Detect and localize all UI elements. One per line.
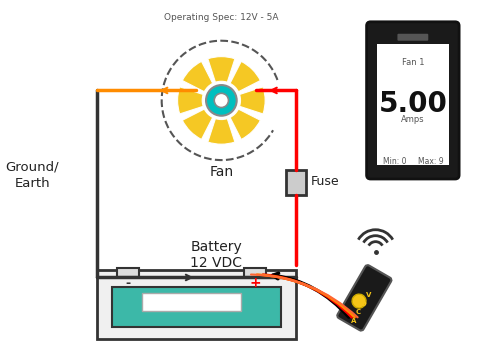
Text: D: D [360, 301, 366, 307]
Text: Operating Spec: 12V - 5A: Operating Spec: 12V - 5A [164, 13, 278, 22]
Text: Amps: Amps [401, 115, 425, 124]
Text: Max: 9: Max: 9 [418, 157, 443, 166]
FancyBboxPatch shape [97, 269, 296, 339]
FancyBboxPatch shape [337, 265, 392, 331]
Text: -: - [125, 277, 131, 290]
FancyBboxPatch shape [397, 34, 428, 41]
FancyBboxPatch shape [367, 22, 459, 179]
Wedge shape [208, 119, 235, 144]
Text: Fan 1: Fan 1 [402, 58, 424, 67]
Text: Min: 0: Min: 0 [383, 157, 406, 166]
FancyBboxPatch shape [376, 44, 449, 165]
FancyBboxPatch shape [117, 268, 139, 277]
Text: Fuse: Fuse [311, 175, 339, 189]
FancyBboxPatch shape [244, 268, 266, 277]
Text: C: C [356, 309, 361, 315]
FancyBboxPatch shape [286, 170, 306, 195]
Text: Battery
12 VDC: Battery 12 VDC [191, 240, 242, 270]
Wedge shape [178, 87, 203, 114]
Circle shape [352, 294, 366, 308]
Text: Fan: Fan [209, 165, 233, 179]
Wedge shape [208, 56, 235, 82]
Wedge shape [230, 109, 260, 139]
Wedge shape [182, 61, 213, 92]
Text: V: V [366, 292, 371, 298]
FancyBboxPatch shape [142, 293, 241, 311]
Circle shape [214, 93, 228, 108]
Wedge shape [182, 109, 213, 139]
Text: Ground/
Earth: Ground/ Earth [6, 160, 59, 190]
Circle shape [206, 85, 237, 116]
Text: 5.00: 5.00 [378, 90, 447, 119]
Text: +: + [250, 276, 261, 291]
Text: A: A [351, 318, 356, 324]
FancyBboxPatch shape [112, 287, 281, 327]
Wedge shape [230, 61, 260, 92]
Wedge shape [240, 87, 265, 114]
